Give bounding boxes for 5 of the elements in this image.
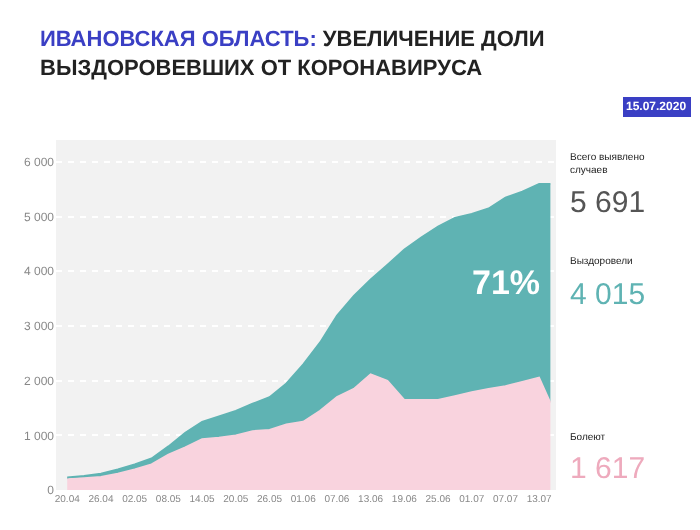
text: 5 691 bbox=[570, 186, 646, 220]
chart-title: ИВАНОВСКАЯ ОБЛАСТЬ: УВЕЛИЧЕНИЕ ДОЛИ ВЫЗДОРОВЕВШИХ ОТ КОРОНАВИРУСА bbox=[40, 28, 545, 81]
text: 4 015 bbox=[570, 278, 646, 312]
annotation: 71% bbox=[472, 264, 541, 302]
text: 1 617 bbox=[570, 452, 646, 486]
